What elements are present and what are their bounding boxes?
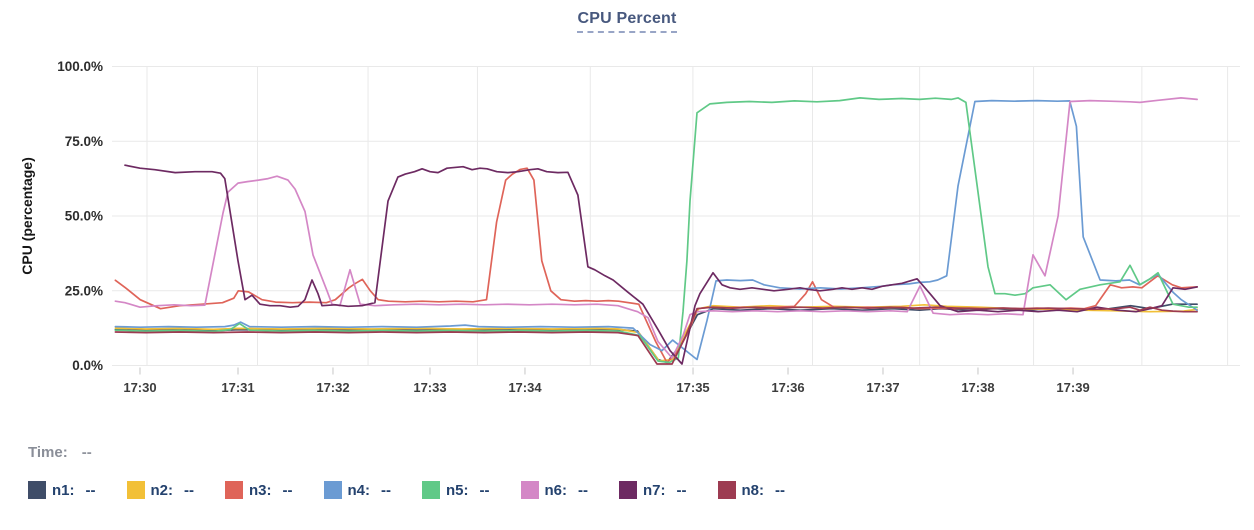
cpu-chart-canvas[interactable]: 100.0% 75.0% 50.0% 25.0% 0.0% 17:30 17:31 17:32… — [0, 0, 1254, 420]
x-tick-label: 17:38 — [961, 380, 994, 395]
y-tick-label: 75.0% — [65, 134, 103, 149]
legend-label: n5: — [446, 481, 469, 499]
legend-value: -- — [85, 481, 96, 499]
series-line-n7 — [124, 164, 1198, 365]
legend-value: -- — [381, 481, 391, 499]
legend-swatch-n3 — [225, 481, 243, 499]
legend-swatch-n1 — [28, 481, 46, 499]
legend-item-n1[interactable]: n1: -- — [28, 481, 96, 499]
legend-swatch-n7 — [619, 481, 637, 499]
legend-item-n6[interactable]: n6: -- — [520, 481, 588, 499]
legend-item-n7[interactable]: n7: -- — [619, 481, 687, 499]
legend-item-n2[interactable]: n2: -- — [126, 481, 194, 499]
time-label: Time: — [28, 444, 68, 461]
chart-title[interactable]: CPU Percent — [577, 10, 677, 33]
legend-swatch-n5 — [422, 481, 440, 499]
series-line-n5 — [114, 97, 1198, 364]
legend-label: n7: — [643, 481, 666, 499]
legend-item-n4[interactable]: n4: -- — [323, 481, 391, 499]
legend-label: n8: — [741, 481, 765, 499]
chart-legend: n1: -- n2: -- n3: -- n4: -- n5: -- n6: -- n7: -- n8: -- — [28, 481, 785, 499]
x-tick-label: 17:35 — [676, 380, 709, 395]
legend-swatch-n4 — [323, 481, 342, 499]
time-row: Time: -- — [28, 444, 92, 461]
x-tick-label: 17:39 — [1056, 380, 1089, 395]
x-tick-label: 17:37 — [866, 380, 899, 395]
y-tick-label: 100.0% — [57, 59, 103, 74]
x-tick-label: 17:34 — [508, 380, 542, 395]
legend-label: n1: — [52, 481, 75, 499]
legend-item-n3[interactable]: n3: -- — [225, 481, 293, 499]
legend-item-n8[interactable]: n8: -- — [717, 481, 785, 499]
legend-value: -- — [578, 481, 588, 499]
legend-item-n5[interactable]: n5: -- — [422, 481, 490, 499]
series-line-n4 — [114, 99, 1198, 361]
legend-value: -- — [184, 481, 194, 499]
legend-value: -- — [282, 481, 293, 499]
y-tick-label: 0.0% — [72, 358, 103, 373]
x-tick-label: 17:32 — [316, 380, 349, 395]
chart-title-wrap: CPU Percent — [0, 10, 1254, 33]
legend-swatch-n2 — [126, 481, 145, 499]
legend-label: n4: — [347, 481, 371, 499]
x-tick-label: 17:33 — [413, 380, 446, 395]
x-tick-label: 17:31 — [221, 380, 254, 395]
legend-value: -- — [479, 481, 490, 499]
x-tick-label: 17:30 — [123, 380, 156, 395]
legend-swatch-n8 — [717, 481, 736, 499]
series-line-n6 — [114, 97, 1198, 359]
legend-label: n3: — [249, 481, 272, 499]
series-line-n8 — [114, 306, 1198, 365]
legend-value: -- — [775, 481, 785, 499]
legend-label: n2: — [150, 481, 174, 499]
y-tick-label: 25.0% — [65, 283, 103, 298]
legend-value: -- — [676, 481, 687, 499]
time-value: -- — [81, 444, 92, 461]
legend-label: n6: — [544, 481, 568, 499]
x-tick-label: 17:36 — [771, 380, 804, 395]
y-axis-title: CPU (percentage) — [19, 157, 35, 274]
y-tick-label: 50.0% — [65, 209, 103, 224]
legend-swatch-n6 — [520, 481, 539, 499]
